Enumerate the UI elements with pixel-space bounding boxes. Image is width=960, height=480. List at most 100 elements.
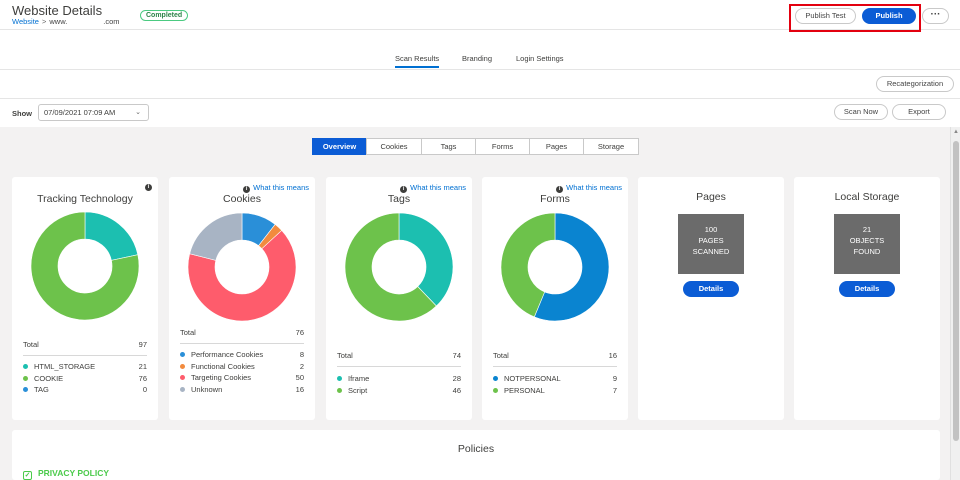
legend-label: Script [348, 385, 368, 395]
legend-item: Script 46 [337, 386, 461, 397]
total-label: Total [180, 328, 196, 337]
tab-cookies[interactable]: Cookies [366, 138, 422, 155]
total-value: 74 [452, 351, 461, 360]
legend-label: COOKIE [34, 373, 64, 383]
legend-label: HTML_STORAGE [34, 362, 96, 371]
total-row: Total 97 [23, 340, 147, 349]
forms-card: i What this means Forms Total 16 NOTPERSON… [482, 177, 628, 420]
total-label: Total [337, 351, 353, 360]
scan-now-button[interactable]: Scan Now [834, 104, 888, 120]
storage-details-button[interactable]: Details [839, 281, 895, 297]
cookies-donut-chart [187, 212, 297, 322]
legend-value: 9 [612, 374, 617, 383]
legend-value: 46 [452, 385, 461, 395]
legend-value: 7 [612, 385, 617, 395]
breadcrumb: Website > www. .com [12, 17, 120, 26]
site-domain-suffix: .com [103, 17, 120, 26]
site-domain-prefix: www. [49, 17, 68, 26]
legend-dot [180, 363, 185, 369]
legend-dot [337, 376, 342, 381]
what-this-means-label: What this means [566, 183, 622, 192]
publish-test-button[interactable]: Publish Test [795, 8, 856, 24]
legend-item: COOKIE 76 [23, 374, 147, 385]
info-icon[interactable]: i [145, 184, 152, 191]
donut-slice-script[interactable] [344, 212, 437, 322]
total-label: Total [23, 340, 39, 349]
cookies-card: i What this means Cookies Total 76 Perform… [169, 177, 315, 420]
tab-forms[interactable]: Forms [475, 138, 530, 155]
total-value: 16 [608, 351, 617, 360]
info-icon: i [400, 186, 408, 193]
tab-login-settings[interactable]: Login Settings [516, 54, 564, 63]
legend-item: Unknown 16 [180, 385, 304, 396]
what-this-means-label: What this means [253, 183, 309, 192]
tab-overview[interactable]: Overview [312, 138, 367, 155]
legend-value: 21 [138, 362, 147, 371]
forms-donut-chart [500, 212, 610, 322]
tab-storage[interactable]: Storage [583, 138, 639, 155]
objects-label: OBJECTS [849, 236, 885, 245]
legend-label: Unknown [191, 384, 223, 394]
total-row: Total 16 [493, 351, 617, 360]
donut-slice-cookie[interactable] [30, 211, 140, 321]
tracking-donut-chart [30, 211, 140, 321]
tags-donut-chart [344, 212, 454, 322]
what-this-means-link[interactable]: i What this means [400, 183, 466, 193]
scroll-up-icon[interactable]: ▲ [953, 129, 959, 135]
export-button[interactable]: Export [892, 104, 946, 120]
divider [337, 366, 461, 367]
tab-tags[interactable]: Tags [421, 138, 476, 155]
legend-item: PERSONAL 7 [493, 386, 617, 397]
policies-title: Policies [457, 443, 495, 455]
info-icon: i [243, 186, 251, 193]
donut-slice-html-storage[interactable] [84, 211, 139, 261]
card-title: Pages [696, 191, 726, 203]
divider [0, 69, 960, 70]
legend-item: Targeting Cookies 50 [180, 373, 304, 384]
legend-item: Functional Cookies 2 [180, 362, 304, 373]
legend-item: Iframe 28 [337, 374, 461, 385]
policy-label: PRIVACY POLICY [38, 468, 110, 478]
content-area [0, 127, 950, 480]
donut-slice-unknown[interactable] [189, 212, 243, 261]
section-tabs: Overview Cookies Tags Forms Pages Storag… [312, 138, 639, 155]
privacy-policy-item[interactable]: ✓ PRIVACY POLICY [23, 468, 109, 480]
scanned-label: SCANNED [692, 247, 730, 256]
breadcrumb-website-link[interactable]: Website [12, 17, 39, 26]
donut-slice-personal[interactable] [500, 212, 556, 318]
legend-label: NOTPERSONAL [504, 374, 561, 383]
scrollbar[interactable]: ▲ [950, 127, 960, 480]
legend-value: 2 [299, 361, 304, 371]
legend-label: TAG [34, 385, 49, 394]
donut-slice-iframe[interactable] [398, 212, 454, 307]
scan-date-select[interactable]: 07/09/2021 07:09 AM ⌄ [38, 104, 149, 121]
legend-item: HTML_STORAGE 21 [23, 362, 147, 373]
publish-button[interactable]: Publish [862, 8, 916, 24]
legend-label: Functional Cookies [191, 361, 255, 371]
scrollbar-thumb[interactable] [953, 141, 959, 441]
tab-pages[interactable]: Pages [529, 138, 584, 155]
info-icon: i [556, 186, 564, 193]
status-badge: Completed [140, 10, 189, 21]
tab-branding[interactable]: Branding [462, 54, 493, 63]
tab-scan-results[interactable]: Scan Results [395, 54, 440, 68]
donut-slice-targeting-cookies[interactable] [187, 230, 297, 322]
card-title: Tracking Technology [37, 193, 133, 205]
legend-label: PERSONAL [504, 385, 545, 395]
what-this-means-link[interactable]: i What this means [556, 183, 622, 193]
pages-details-button[interactable]: Details [683, 281, 739, 297]
legend-value: 16 [295, 384, 304, 394]
more-actions-button[interactable]: ··· [922, 8, 949, 24]
legend-dot [23, 387, 28, 392]
pages-count: 100 [704, 225, 718, 234]
tags-card: i What this means Tags Total 74 Iframe 28 Sc… [326, 177, 472, 420]
recategorization-button[interactable]: Recategorization [876, 76, 954, 92]
card-title: Tags [387, 193, 411, 205]
what-this-means-link[interactable]: i What this means [243, 183, 309, 193]
objects-found-tile: 21 OBJECTS FOUND [834, 214, 900, 274]
legend-dot [180, 352, 185, 357]
divider [493, 366, 617, 367]
legend-label: Performance Cookies [191, 350, 264, 359]
redacted-domain [67, 19, 104, 26]
donut-slice-notpersonal[interactable] [533, 212, 610, 322]
